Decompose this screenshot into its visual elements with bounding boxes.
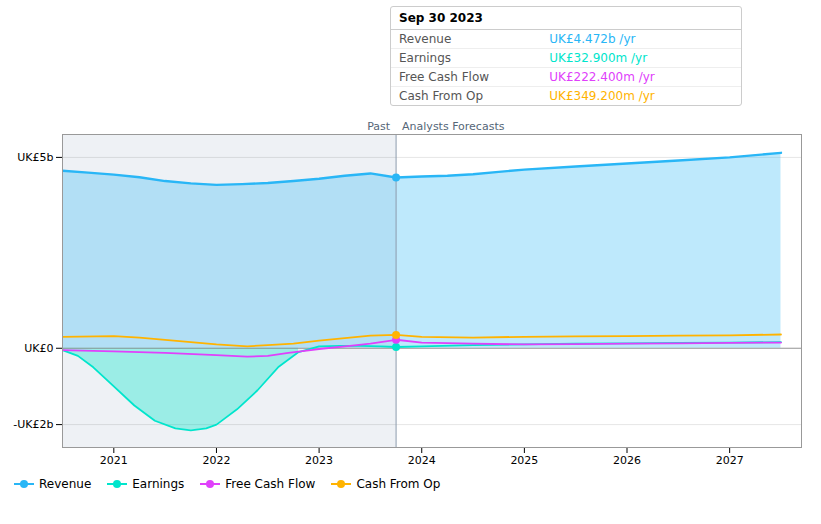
svg-text:2022: 2022	[202, 454, 230, 467]
svg-text:UK£5b: UK£5b	[17, 151, 53, 164]
html-text:Cash From Op: Cash From Op	[356, 477, 441, 491]
svg-text:-UK£2b: -UK£2b	[13, 418, 53, 431]
html-text:Cash From Op: Cash From Op	[399, 89, 483, 103]
html-text:Earnings: Earnings	[399, 51, 452, 65]
html-text:UK£32.900m /yr: UK£32.900m /yr	[549, 51, 648, 65]
html-text:UK£4.472b /yr: UK£4.472b /yr	[549, 32, 636, 46]
html-text:UK£349.200m /yr: UK£349.200m /yr	[549, 89, 655, 103]
html-text:Revenue: Revenue	[399, 32, 452, 46]
svg-text:UK£0: UK£0	[24, 342, 53, 355]
svg-text:2024: 2024	[408, 454, 436, 467]
html-text:Earnings: Earnings	[132, 477, 185, 491]
svg-text:Analysts Forecasts: Analysts Forecasts	[402, 120, 505, 133]
svg-text:2025: 2025	[510, 454, 538, 467]
html-text:Free Cash Flow: Free Cash Flow	[399, 70, 490, 84]
html-text:UK£222.400m /yr: UK£222.400m /yr	[549, 70, 655, 84]
svg-text:2027: 2027	[716, 454, 744, 467]
html-text:Free Cash Flow: Free Cash Flow	[225, 477, 316, 491]
svg-text:2021: 2021	[100, 454, 128, 467]
svg-text:Past: Past	[367, 120, 391, 133]
html-text:Revenue: Revenue	[39, 477, 92, 491]
html-text:Sep 30 2023: Sep 30 2023	[399, 11, 483, 25]
svg-text:2023: 2023	[305, 454, 333, 467]
svg-text:2026: 2026	[613, 454, 641, 467]
